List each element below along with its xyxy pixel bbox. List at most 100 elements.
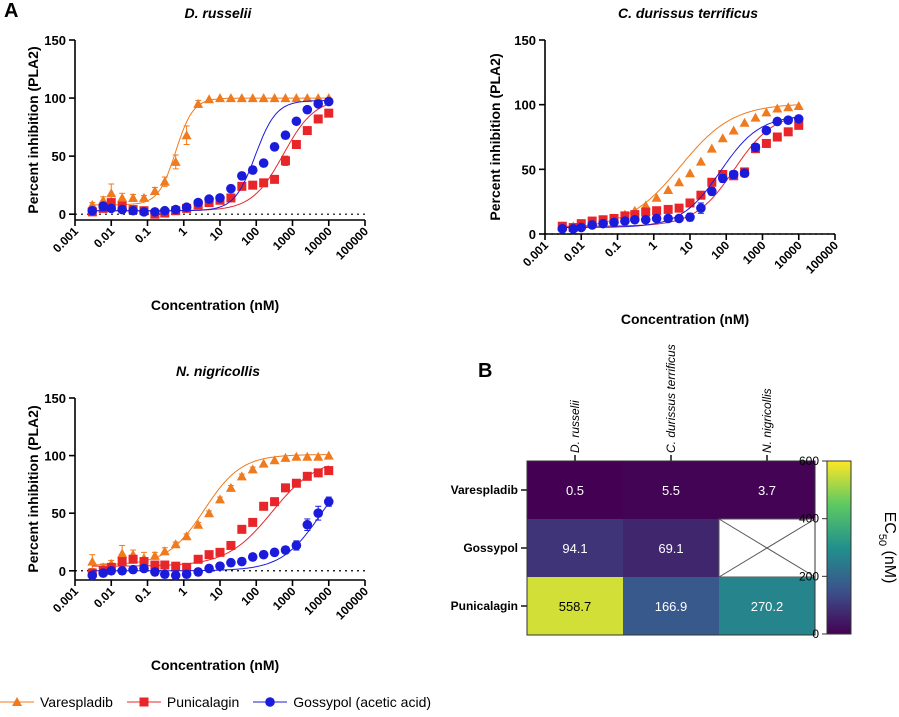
legend-item: Varespladib: [0, 694, 113, 710]
x-tick-label: 10000: [301, 584, 335, 618]
data-point: [258, 549, 269, 560]
data-point: [160, 560, 170, 570]
data-point: [258, 93, 269, 103]
heatmap-cell-label: 166.9: [655, 599, 688, 614]
data-point: [302, 126, 312, 136]
legend-swatch: [126, 697, 161, 707]
data-point: [598, 218, 608, 229]
data-point: [237, 556, 247, 567]
data-point: [98, 568, 109, 578]
heatmap-cell: [623, 461, 719, 519]
data-point: [170, 539, 181, 549]
data-point: [651, 192, 662, 202]
panel-letter-b: B: [478, 360, 493, 382]
data-point: [117, 565, 127, 576]
plot-panel-2: C. durissus terrificus 0 50 100 150 Percent i…: [487, 5, 841, 327]
heatmap-panel: 0.5 5.5 3.7 Varespladib 94.1 69.1 Gossypol 558.…: [451, 344, 898, 641]
heatmap-row-label: Varespladib: [451, 483, 518, 497]
data-point: [750, 142, 761, 153]
data-point: [302, 519, 313, 530]
x-tick-label: 1000: [740, 238, 769, 267]
data-point: [291, 478, 301, 488]
data-point: [761, 138, 771, 148]
series-circle: [557, 114, 804, 234]
data-point: [204, 194, 214, 204]
data-point: [181, 202, 192, 213]
data-point: [117, 192, 128, 202]
heatmap-cell: [719, 577, 815, 635]
data-point: [138, 192, 149, 202]
fit-curve: [92, 97, 329, 206]
data-point: [640, 200, 651, 210]
x-tick-label: 0.01: [91, 584, 118, 611]
data-point: [193, 554, 203, 564]
data-point: [150, 560, 160, 570]
data-point: [270, 497, 280, 507]
heatmap-cell: [527, 519, 623, 577]
data-point: [280, 545, 291, 555]
data-point: [215, 494, 225, 504]
data-point: [193, 519, 204, 529]
x-tick-label: 0.001: [520, 238, 551, 269]
x-tick-label: 0.1: [602, 238, 624, 260]
data-point: [280, 93, 291, 103]
data-point: [302, 93, 313, 103]
y-tick-label: 50: [52, 506, 66, 521]
x-axis-label: Concentration (nM): [621, 311, 749, 327]
data-point: [237, 171, 247, 181]
heatmap-cell-label: 0.5: [566, 483, 584, 498]
data-point: [651, 213, 662, 224]
data-point: [269, 455, 280, 465]
data-point: [761, 125, 772, 136]
x-tick-label: 10: [677, 238, 697, 258]
x-tick-label: 0.01: [561, 238, 588, 265]
data-point: [117, 204, 127, 215]
y-tick-label: 50: [522, 162, 536, 177]
data-point: [226, 183, 236, 194]
data-point: [685, 198, 695, 208]
legend-label: Varespladib: [40, 694, 113, 710]
data-point: [663, 213, 673, 224]
legend-swatch: [253, 697, 288, 707]
data-point: [269, 547, 280, 558]
data-point: [772, 116, 783, 127]
x-tick-label: 10: [207, 224, 227, 244]
data-point: [706, 143, 717, 153]
data-point: [247, 93, 258, 103]
x-tick-label: 100000: [333, 584, 371, 622]
x-tick-label: 100000: [803, 238, 841, 276]
data-point: [313, 114, 323, 124]
data-point: [258, 158, 269, 168]
data-point: [204, 563, 214, 574]
heatmap-cell-label: 94.1: [562, 541, 587, 556]
data-point: [98, 201, 109, 211]
plot-title: C. durissus terrificus: [618, 5, 758, 21]
x-tick-label: 10000: [771, 238, 805, 272]
data-point: [291, 93, 302, 103]
data-point: [663, 185, 674, 195]
x-tick-label: 0.1: [132, 224, 154, 246]
data-point: [170, 204, 181, 215]
data-point: [557, 224, 568, 234]
data-point: [159, 546, 170, 556]
data-point: [728, 125, 739, 135]
x-tick-label: 100: [238, 584, 262, 608]
data-point: [609, 217, 619, 228]
data-point: [280, 156, 290, 166]
colorbar: [826, 460, 852, 635]
data-point: [149, 550, 160, 560]
data-point: [150, 207, 160, 217]
data-point: [772, 132, 782, 142]
legend-item: Punicalagin: [126, 694, 239, 710]
heatmap-col-label: C. durissus terrificus: [664, 344, 678, 453]
data-point: [170, 570, 181, 581]
data-point: [707, 186, 717, 197]
data-point: [204, 94, 215, 104]
data-point: [739, 168, 750, 179]
data-point: [236, 93, 247, 103]
data-point: [793, 100, 804, 110]
colorbar-tick-label: 600: [799, 454, 819, 468]
x-tick-label: 1000: [270, 584, 299, 613]
